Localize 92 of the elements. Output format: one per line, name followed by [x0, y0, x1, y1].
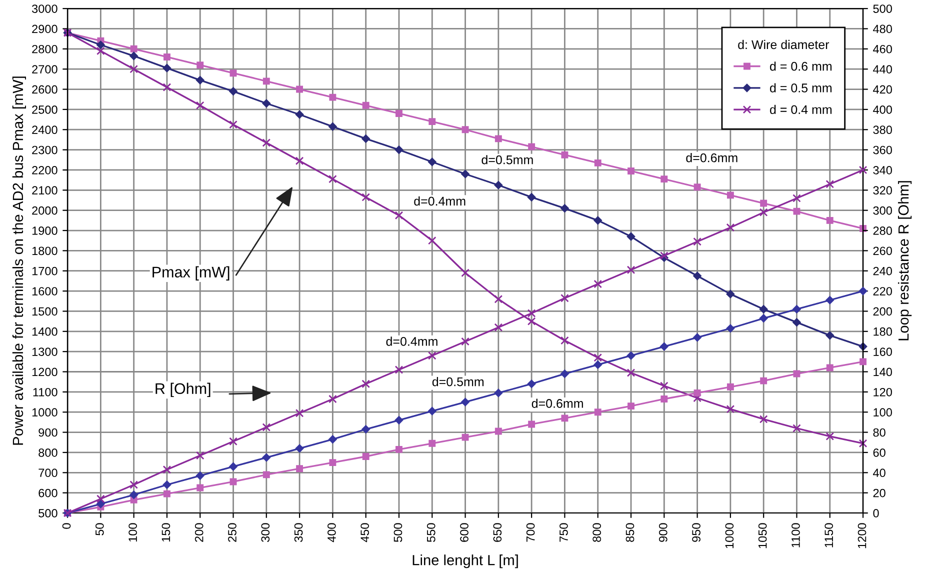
y-tick-label: 1300: [32, 348, 58, 356]
x-tick-label: 200: [194, 523, 204, 542]
x-tick-label: 1150: [824, 523, 834, 548]
y2-tick-label: 280: [873, 226, 892, 235]
y-tick-label: 1600: [32, 287, 58, 296]
annotation: d=0.5mm: [482, 155, 533, 164]
y-tick-label: 1500: [32, 307, 58, 316]
annotation: d=0.6mm: [686, 153, 738, 162]
x-tick-label: 950: [692, 523, 700, 542]
y2-tick-label: 240: [873, 266, 892, 276]
x-tick-label: 650: [493, 523, 502, 542]
x-tick-label: 750: [560, 523, 568, 542]
y-tick-label: 1100: [33, 388, 58, 396]
y2-tick-label: 80: [873, 428, 886, 437]
x-tick-label: 50: [95, 523, 104, 536]
y2-tick-label: 200: [873, 307, 892, 316]
y-tick-label: 2600: [32, 85, 58, 94]
y2-tick-label: 320: [873, 186, 892, 195]
x-tick-label: 900: [658, 523, 668, 542]
y-axis-title: Power available for terminals on the AD2 bus Pmax [mW]: [12, 76, 26, 445]
x-tick-label: 0: [62, 523, 71, 529]
y2-tick-label: 420: [873, 85, 892, 94]
y2-tick-label: 460: [873, 44, 892, 54]
x-tick-label: 250: [228, 523, 236, 542]
y2-tick-label: 340: [873, 166, 892, 174]
annotation: d=0.6mm: [532, 398, 583, 408]
y2-axis-title: Loop resistance R [Ohm]: [898, 181, 912, 340]
y2-tick-label: 120: [874, 388, 892, 396]
y-tick-label: 700: [38, 468, 58, 478]
x-tick-label: 550: [426, 523, 436, 542]
x-axis-title: Line lenght L [m]: [412, 554, 518, 568]
x-tick-label: 150: [162, 523, 170, 542]
y-tick-label: 2900: [32, 24, 58, 34]
x-tick-label: 100: [128, 523, 137, 542]
y-tick-label: 1000: [32, 408, 58, 417]
x-tick-label: 350: [294, 523, 303, 542]
x-tick-label: 300: [261, 523, 270, 542]
y2-tick-label: 40: [873, 468, 886, 478]
x-tick-label: 450: [360, 523, 370, 542]
x-tick-label: 700: [526, 523, 535, 542]
legend-title: d: Wire diameter: [738, 40, 830, 50]
y2-tick-label: 380: [873, 126, 892, 134]
y-tick-label: 2000: [32, 206, 58, 215]
y-tick-label: 800: [38, 448, 58, 457]
x-tick-label: 1100: [792, 523, 800, 548]
y-tick-label: 2800: [32, 44, 58, 54]
y-tick-label: 1800: [32, 246, 58, 256]
y2-tick-label: 180: [874, 327, 892, 336]
y2-tick-label: 140: [874, 368, 892, 376]
annotation: d=0.4mm: [414, 196, 466, 206]
legend-label: d = 0.5 mm: [770, 83, 832, 92]
y-tick-label: 600: [38, 488, 58, 498]
y2-tick-label: 60: [873, 448, 886, 457]
y2-tick-label: 260: [873, 246, 892, 256]
y-tick-label: 2300: [32, 146, 58, 154]
y2-tick-label: 100: [874, 408, 892, 417]
x-tick-label: 500: [394, 523, 402, 542]
x-tick-label: 1200: [858, 523, 866, 548]
annotation: d=0.4mm: [386, 336, 438, 346]
annotation: R [Ohm]: [156, 382, 210, 398]
y-tick-label: 3000: [32, 4, 58, 13]
y-tick-label: 1400: [32, 327, 58, 336]
y-tick-label: 900: [38, 428, 58, 437]
y-tick-label: 2500: [32, 105, 58, 114]
x-tick-label: 1050: [758, 523, 767, 548]
x-tick-label: 400: [328, 523, 336, 542]
y-tick-label: 2700: [32, 65, 58, 74]
y2-tick-label: 20: [873, 488, 886, 498]
legend-label: d = 0.6 mm: [770, 62, 832, 71]
x-tick-label: 600: [460, 523, 468, 542]
y-tick-label: 1200: [32, 368, 58, 376]
y2-tick-label: 440: [873, 65, 892, 74]
y-tick-label: 1900: [32, 226, 58, 235]
y2-tick-label: 360: [873, 146, 892, 154]
y2-tick-label: 480: [873, 24, 892, 34]
legend-label: d = 0.4 mm: [770, 104, 832, 114]
y2-tick-label: 400: [873, 105, 892, 114]
annotation: Pmax [mW]: [152, 266, 230, 281]
annotation: d=0.5mm: [432, 377, 484, 386]
y2-tick-label: 500: [873, 4, 892, 13]
y-tick-label: 2200: [32, 166, 58, 174]
y2-tick-label: 0: [873, 509, 879, 518]
x-tick-label: 850: [626, 523, 634, 542]
x-tick-label: 800: [592, 523, 602, 542]
y-tick-label: 2400: [32, 126, 58, 134]
x-tick-label: 1000: [725, 523, 734, 548]
y-tick-label: 2100: [32, 186, 58, 195]
y-tick-label: 500: [38, 509, 58, 518]
y-tick-label: 1700: [32, 266, 58, 276]
y2-tick-label: 300: [873, 206, 892, 215]
y2-tick-label: 160: [874, 348, 892, 356]
y2-tick-label: 220: [873, 287, 892, 296]
